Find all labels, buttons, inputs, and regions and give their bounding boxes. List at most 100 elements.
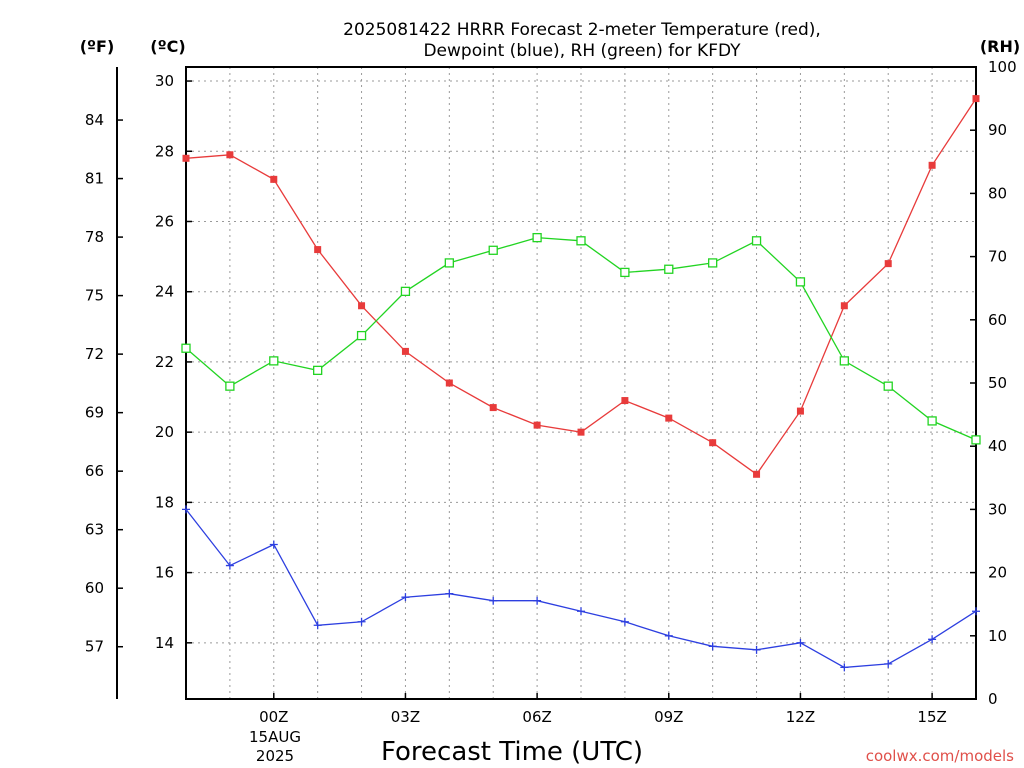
- fahrenheit-tick-label: 78: [85, 228, 104, 246]
- rh-point: [444, 258, 454, 268]
- rh-point: [927, 416, 937, 426]
- x-tick-label: 03Z: [391, 708, 420, 726]
- x-tick-label: 12Z: [786, 708, 815, 726]
- rh-point: [795, 277, 806, 287]
- dewpoint-point: [445, 589, 454, 598]
- rh-tick-label: 70: [988, 248, 1007, 266]
- fahrenheit-tick-label: 81: [85, 170, 104, 188]
- temperature-point: [884, 260, 892, 268]
- celsius-tick-label: 30: [155, 72, 174, 90]
- temperature-point: [182, 154, 190, 162]
- dewpoint-point: [664, 631, 673, 640]
- rh-point: [751, 236, 762, 246]
- rh-tick-label: 80: [988, 184, 1007, 202]
- temperature-point: [928, 161, 936, 169]
- celsius-tick-label: 14: [155, 634, 174, 652]
- dewpoint-point: [313, 621, 322, 630]
- x-tick-label: 09Z: [654, 708, 683, 726]
- fahrenheit-tick-label: 75: [85, 287, 104, 305]
- rh-point: [356, 330, 367, 341]
- rh-series: [181, 232, 981, 445]
- dewpoint-series: [182, 505, 980, 672]
- rh-point: [400, 286, 411, 297]
- temperature-point: [577, 428, 585, 436]
- celsius-tick-label: 24: [155, 283, 174, 301]
- rh-point: [839, 356, 849, 366]
- temperature-point: [665, 414, 673, 422]
- rh-tick-label: 60: [988, 311, 1007, 329]
- temperature-point: [709, 439, 717, 447]
- temperature-point: [314, 246, 322, 254]
- rh-tick-label: 20: [988, 564, 1007, 582]
- fahrenheit-tick-label: 57: [85, 638, 104, 656]
- rh-axis-label: (RH): [980, 37, 1020, 56]
- plot-frame: [185, 66, 977, 700]
- fahrenheit-tick-label: 66: [85, 462, 104, 480]
- rh-tick-label: 90: [988, 121, 1007, 139]
- celsius-tick-label: 20: [155, 423, 174, 441]
- dewpoint-point: [489, 596, 498, 605]
- temperature-point: [840, 302, 848, 310]
- rh-point: [313, 365, 323, 376]
- temperature-point: [796, 407, 804, 415]
- temperature-point: [445, 379, 453, 387]
- axes: [116, 66, 977, 700]
- rh-tick-label: 40: [988, 437, 1007, 455]
- celsius-axis-label: (ºC): [150, 37, 185, 56]
- fahrenheit-tick-label: 72: [85, 345, 104, 363]
- dewpoint-point: [269, 540, 278, 549]
- date-label-year: 2025: [256, 747, 294, 765]
- x-tick-label: 00Z: [259, 708, 288, 726]
- fahrenheit-axis-label: (ºF): [80, 37, 115, 56]
- dewpoint-point: [225, 561, 234, 570]
- series-layer: [181, 95, 981, 672]
- rh-point: [225, 381, 235, 391]
- temperature-point: [489, 404, 497, 412]
- temperature-point: [621, 397, 629, 405]
- x-tick-label: 06Z: [522, 708, 551, 726]
- temperature-point: [270, 175, 278, 183]
- fahrenheit-tick-label: 69: [85, 404, 104, 422]
- fahrenheit-tick-label: 60: [85, 579, 104, 597]
- tick-labels: 57 60 63 66 69 72 75 78 81 84 14 16 18 20 22 24 26 28 30 0 1…: [85, 58, 1017, 726]
- temperature-point: [226, 151, 234, 159]
- dewpoint-point: [533, 596, 542, 605]
- rh-point: [532, 232, 542, 243]
- dewpoint-point: [884, 659, 893, 668]
- rh-point: [576, 236, 586, 246]
- rh-point: [181, 343, 191, 353]
- dewpoint-point: [708, 642, 717, 651]
- dewpoint-point: [620, 617, 629, 626]
- rh-point: [269, 356, 279, 366]
- dewpoint-point: [357, 617, 366, 626]
- temperature-point: [753, 470, 761, 478]
- dewpoint-point: [577, 607, 585, 616]
- temperature-point: [401, 347, 409, 355]
- temperature-point: [972, 95, 980, 103]
- celsius-tick-label: 18: [155, 493, 174, 511]
- rh-point: [708, 258, 718, 268]
- rh-tick-label: 30: [988, 500, 1007, 518]
- chart-title-line1: 2025081422 HRRR Forecast 2-meter Tempera…: [343, 20, 821, 40]
- dewpoint-point: [752, 645, 761, 654]
- dewpoint-point: [972, 607, 980, 616]
- temperature-line: [185, 98, 977, 476]
- chart-title-line2: Dewpoint (blue), RH (green) for KFDY: [423, 41, 741, 61]
- celsius-tick-label: 22: [155, 353, 174, 371]
- celsius-tick-label: 26: [155, 212, 174, 230]
- dewpoint-point: [928, 635, 937, 644]
- rh-point: [971, 435, 981, 445]
- dewpoint-point: [401, 593, 410, 602]
- grid: [185, 67, 977, 699]
- temperature-point: [358, 302, 366, 310]
- fahrenheit-tick-label: 84: [85, 111, 104, 129]
- rh-tick-label: 100: [988, 58, 1017, 76]
- celsius-tick-label: 28: [155, 142, 174, 160]
- dewpoint-point: [796, 638, 805, 647]
- temperature-series: [182, 95, 980, 478]
- rh-tick-label: 0: [988, 690, 998, 708]
- rh-point: [488, 245, 498, 255]
- dewpoint-point: [182, 505, 190, 514]
- rh-tick-label: 50: [988, 374, 1007, 392]
